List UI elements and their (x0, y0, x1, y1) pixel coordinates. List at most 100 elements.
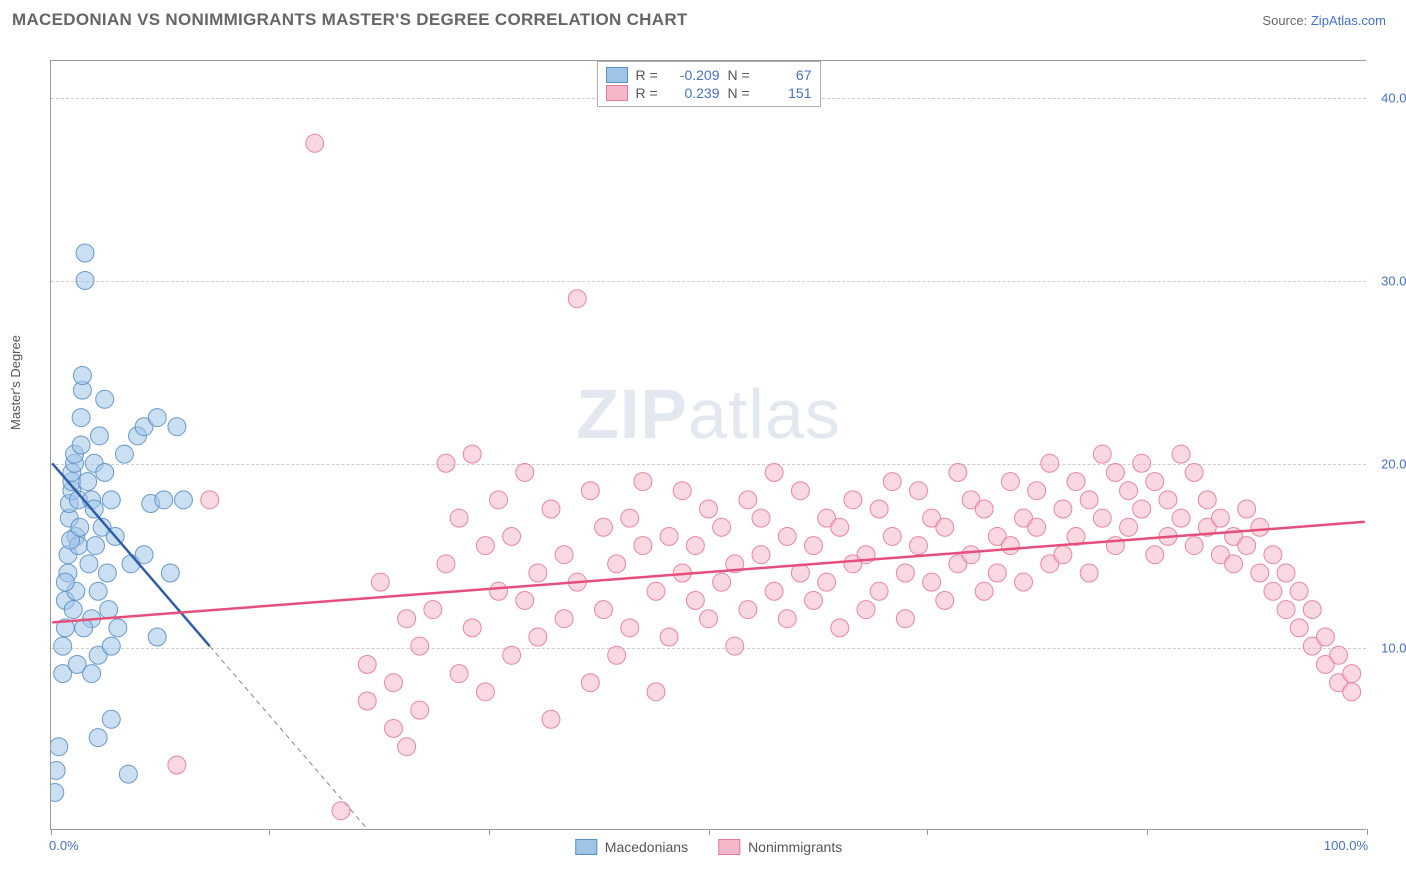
data-point (555, 546, 573, 564)
data-point (1015, 573, 1033, 591)
data-point (161, 564, 179, 582)
data-point (936, 591, 954, 609)
data-point (424, 601, 442, 619)
data-point (529, 628, 547, 646)
source-link[interactable]: ZipAtlas.com (1311, 13, 1386, 28)
data-point (1093, 509, 1111, 527)
data-point (119, 765, 137, 783)
data-point (79, 473, 97, 491)
data-point (752, 546, 770, 564)
data-point (89, 582, 107, 600)
data-point (73, 367, 91, 385)
data-point (988, 564, 1006, 582)
r-value: -0.209 (670, 67, 720, 83)
data-point (102, 710, 120, 728)
data-point (358, 655, 376, 673)
r-value: 0.239 (670, 85, 720, 101)
data-point (174, 491, 192, 509)
data-point (647, 582, 665, 600)
series-legend: Macedonians Nonimmigrants (575, 839, 842, 855)
data-point (581, 482, 599, 500)
data-point (621, 509, 639, 527)
data-point (51, 783, 64, 801)
data-point (51, 762, 65, 780)
data-point (686, 537, 704, 555)
data-point (516, 463, 534, 481)
data-point (910, 537, 928, 555)
legend-swatch-icon (575, 839, 597, 855)
data-point (739, 491, 757, 509)
data-point (385, 719, 403, 737)
r-label: R = (636, 67, 664, 83)
data-point (660, 527, 678, 545)
data-point (923, 573, 941, 591)
correlation-legend: R = -0.209 N = 67 R = 0.239 N = 151 (597, 61, 821, 107)
data-point (1264, 546, 1282, 564)
data-point (1067, 473, 1085, 491)
data-point (713, 573, 731, 591)
data-point (608, 646, 626, 664)
data-point (1093, 445, 1111, 463)
data-point (883, 527, 901, 545)
data-point (1238, 537, 1256, 555)
scatter-svg (51, 61, 1366, 829)
x-tick (489, 829, 490, 835)
data-point (542, 500, 560, 518)
data-point (411, 701, 429, 719)
data-point (831, 619, 849, 637)
data-point (949, 463, 967, 481)
y-tick-label: 30.0% (1381, 274, 1406, 289)
legend-swatch-icon (606, 85, 628, 101)
data-point (647, 683, 665, 701)
data-point (975, 582, 993, 600)
data-point (700, 610, 718, 628)
data-point (818, 573, 836, 591)
data-point (306, 134, 324, 152)
data-point (115, 445, 133, 463)
data-point (1277, 564, 1295, 582)
data-point (1054, 546, 1072, 564)
data-point (76, 271, 94, 289)
n-value: 67 (762, 67, 812, 83)
data-point (398, 610, 416, 628)
data-point (98, 564, 116, 582)
data-point (398, 738, 416, 756)
data-point (100, 601, 118, 619)
data-point (870, 582, 888, 600)
data-point (765, 582, 783, 600)
chart-header: MACEDONIAN VS NONIMMIGRANTS MASTER'S DEG… (0, 0, 1406, 36)
x-tick (1367, 829, 1368, 835)
data-point (332, 802, 350, 820)
data-point (621, 619, 639, 637)
data-point (450, 509, 468, 527)
data-point (450, 665, 468, 683)
data-point (1211, 509, 1229, 527)
x-tick (269, 829, 270, 835)
data-point (476, 537, 494, 555)
data-point (1028, 482, 1046, 500)
data-point (844, 491, 862, 509)
data-point (910, 482, 928, 500)
data-point (463, 445, 481, 463)
data-point (437, 555, 455, 573)
data-point (936, 518, 954, 536)
data-point (752, 509, 770, 527)
data-point (713, 518, 731, 536)
data-point (1120, 482, 1138, 500)
data-point (726, 637, 744, 655)
data-point (89, 729, 107, 747)
data-point (542, 710, 560, 728)
data-point (1185, 463, 1203, 481)
data-point (80, 555, 98, 573)
data-point (516, 591, 534, 609)
data-point (358, 692, 376, 710)
data-point (201, 491, 219, 509)
data-point (1290, 619, 1308, 637)
data-point (686, 591, 704, 609)
data-point (476, 683, 494, 701)
data-point (595, 601, 613, 619)
data-point (90, 427, 108, 445)
data-point (1106, 463, 1124, 481)
data-point (51, 738, 68, 756)
data-point (71, 518, 89, 536)
